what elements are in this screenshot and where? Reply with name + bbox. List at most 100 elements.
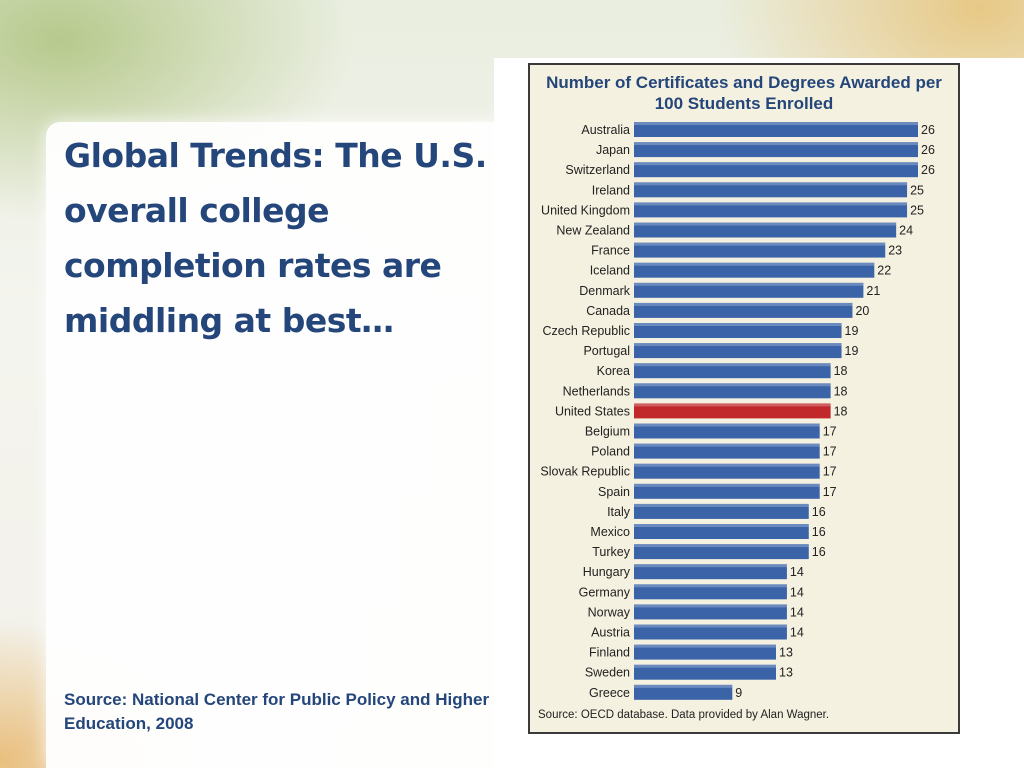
value-label: 13 — [779, 666, 793, 680]
category-label: Iceland — [590, 264, 630, 278]
value-label: 26 — [921, 123, 935, 137]
category-label: Spain — [598, 485, 630, 499]
value-label: 17 — [823, 465, 837, 479]
bar — [634, 162, 918, 178]
value-label: 25 — [910, 203, 924, 217]
bar-shine — [634, 383, 831, 387]
bar-shine — [634, 202, 908, 206]
value-label: 14 — [790, 565, 804, 579]
value-label: 26 — [921, 143, 935, 157]
bar-shine — [634, 343, 842, 347]
category-label: Greece — [589, 686, 630, 700]
value-label: 16 — [812, 505, 826, 519]
category-label: Italy — [607, 505, 631, 519]
bar — [634, 463, 820, 479]
bar-shine — [634, 564, 787, 568]
bar — [634, 483, 820, 499]
category-label: New Zealand — [556, 224, 630, 238]
category-label: Slovak Republic — [540, 465, 630, 479]
bar — [634, 624, 787, 640]
bar-shine — [634, 604, 787, 608]
category-label: United Kingdom — [541, 203, 630, 217]
bar-shine — [634, 544, 809, 548]
value-label: 9 — [735, 686, 742, 700]
bar-shine — [634, 684, 733, 688]
bar-highlight — [634, 403, 831, 419]
category-label: France — [591, 244, 630, 258]
bar — [634, 604, 787, 620]
value-label: 14 — [790, 585, 804, 599]
bar — [634, 363, 831, 379]
value-label: 23 — [888, 244, 902, 258]
value-label: 26 — [921, 163, 935, 177]
bar-shine — [634, 302, 853, 306]
value-label: 22 — [877, 264, 891, 278]
bar — [634, 302, 853, 318]
category-label: Netherlands — [563, 384, 630, 398]
bar — [634, 564, 787, 580]
bar-shine — [634, 282, 864, 286]
value-label: 16 — [812, 525, 826, 539]
bar — [634, 443, 820, 459]
value-label: 19 — [845, 344, 859, 358]
bar-shine — [634, 122, 918, 125]
bar-shine — [634, 503, 809, 507]
value-label: 17 — [823, 485, 837, 499]
slide-source: Source: National Center for Public Polic… — [64, 690, 490, 733]
bar-shine — [634, 463, 820, 467]
bar — [634, 664, 776, 680]
bar — [634, 584, 787, 600]
bar — [634, 323, 842, 338]
category-label: Hungary — [583, 565, 631, 579]
chart-source-note: Source: OECD database. Data provided by … — [538, 709, 830, 721]
bar-shine — [634, 584, 787, 588]
bar — [634, 383, 831, 399]
category-label: Finland — [589, 646, 630, 660]
bar-shine — [634, 483, 820, 487]
category-label: Czech Republic — [542, 324, 630, 338]
category-label: Turkey — [592, 545, 630, 559]
chart-title: Number of Certificates and Degrees Award… — [546, 73, 942, 113]
bar — [634, 343, 842, 359]
chart-frame: Number of Certificates and Degrees Award… — [528, 63, 960, 734]
category-label: Switzerland — [565, 163, 630, 177]
bar-shine — [634, 644, 776, 648]
bar-shine — [634, 403, 831, 407]
value-label: 18 — [834, 384, 848, 398]
value-label: 19 — [845, 324, 859, 338]
bar-shine — [634, 363, 831, 367]
category-label: Canada — [586, 304, 630, 318]
bar — [634, 122, 918, 137]
value-label: 14 — [790, 626, 804, 640]
value-label: 16 — [812, 545, 826, 559]
category-label: Germany — [579, 585, 631, 599]
bar-shine — [634, 624, 787, 628]
bar-shine — [634, 443, 820, 447]
bar — [634, 684, 733, 700]
bar-shine — [634, 664, 776, 668]
bar — [634, 423, 820, 439]
value-label: 14 — [790, 605, 804, 619]
bar-shine — [634, 262, 875, 266]
value-label: 18 — [834, 404, 848, 418]
category-label: Austria — [591, 626, 630, 640]
category-label: Poland — [591, 445, 630, 459]
value-label: 18 — [834, 364, 848, 378]
value-label: 17 — [823, 425, 837, 439]
category-label: Norway — [588, 605, 631, 619]
category-label: Portugal — [583, 344, 630, 358]
bar-shine — [634, 423, 820, 427]
bar — [634, 503, 809, 519]
value-label: 13 — [779, 646, 793, 660]
bar — [634, 262, 875, 278]
category-label: United States — [555, 404, 630, 418]
bar — [634, 524, 809, 539]
category-label: Ireland — [592, 183, 630, 197]
bar — [634, 242, 886, 258]
bar — [634, 202, 908, 218]
bar — [634, 142, 918, 158]
category-label: Belgium — [585, 425, 630, 439]
bar-shine — [634, 323, 842, 326]
bar — [634, 222, 897, 238]
value-label: 20 — [855, 304, 869, 318]
